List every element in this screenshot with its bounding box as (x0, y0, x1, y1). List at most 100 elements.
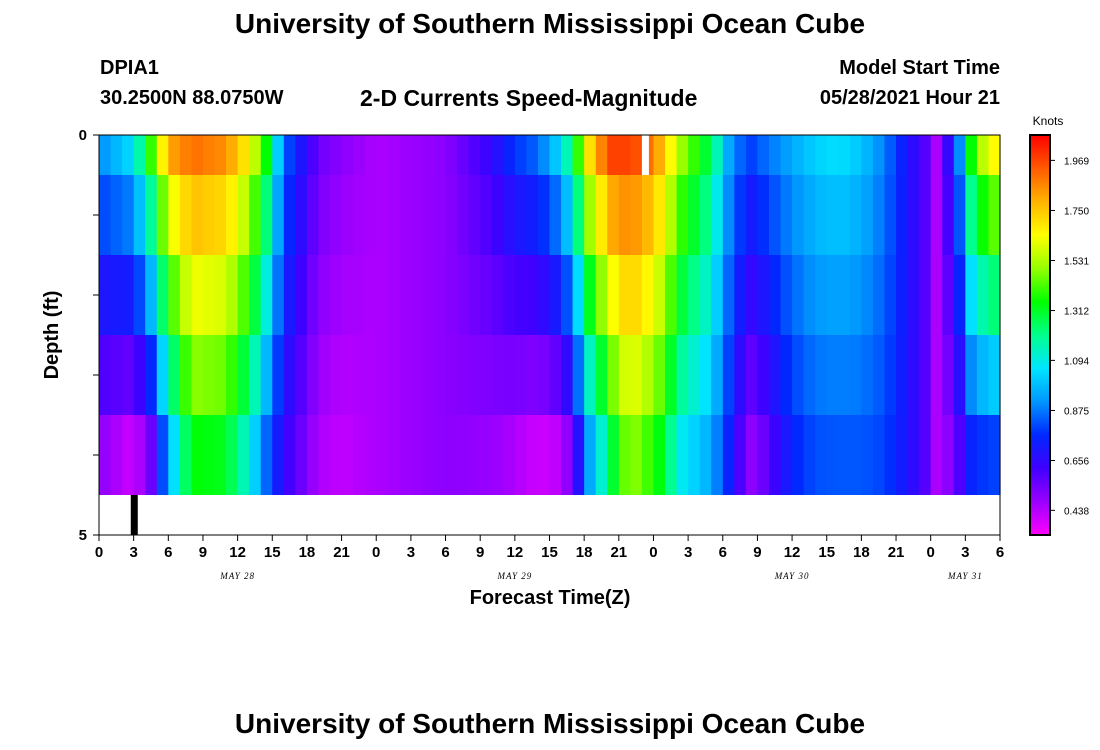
heatmap-cell (179, 135, 193, 175)
x-tick-label: 6 (164, 544, 172, 561)
x-tick-label: 18 (299, 544, 316, 561)
heatmap-cell (688, 335, 701, 415)
heatmap-cell (849, 415, 862, 495)
x-tick-label: 15 (818, 544, 835, 561)
heatmap-cell (283, 255, 296, 335)
heatmap-cell (145, 255, 158, 335)
heatmap-cell (803, 135, 816, 175)
heatmap-cell (110, 335, 123, 415)
heatmap-cell (618, 415, 631, 495)
x-tick-label: 21 (610, 544, 627, 561)
heatmap-cell (838, 335, 851, 415)
heatmap-cell (861, 255, 874, 335)
heatmap-cell (688, 175, 701, 255)
heatmap-cell (376, 175, 389, 255)
heatmap-cell (168, 135, 181, 175)
heatmap-cell (168, 415, 181, 495)
heatmap-cell (145, 175, 158, 255)
heatmap-cell (676, 255, 689, 335)
x-tick-label: 3 (684, 544, 692, 561)
heatmap-cell (226, 175, 239, 255)
heatmap-cell (399, 335, 412, 415)
heatmap-cell (768, 135, 782, 175)
heatmap-cell (318, 415, 331, 495)
heatmap-cell (780, 255, 793, 335)
heatmap-cell (295, 255, 308, 335)
heatmap-cell (965, 415, 978, 495)
heatmap-cell (433, 135, 447, 175)
heatmap-cell (896, 175, 909, 255)
heatmap-cell (699, 415, 712, 495)
heatmap-cell (110, 255, 123, 335)
x-tick-label: 21 (333, 544, 350, 561)
heatmap-cell (688, 415, 701, 495)
marker-bars (130, 135, 649, 535)
heatmap-cell (919, 255, 932, 335)
heatmap-cell (722, 255, 735, 335)
heatmap-cell (410, 335, 424, 415)
heatmap-cell (595, 335, 608, 415)
heatmap-cell (676, 335, 689, 415)
x-axis: 0 3 6 9 12 15 18 21 0 3 6 9 12 15 18 21 0 3 6 9 12 15 18 21 0 3 6 M… (95, 535, 1004, 581)
heatmap-cell (353, 135, 366, 175)
colorbar-gradient (1029, 134, 1051, 536)
heatmap-cell (699, 335, 712, 415)
heatmap-cell (976, 335, 990, 415)
heatmap-cell (861, 335, 874, 415)
heatmap-cell (953, 135, 966, 175)
heatmap-cell (168, 255, 181, 335)
heatmap-cell (838, 135, 851, 175)
heatmap-cell (433, 335, 447, 415)
heatmap-cell (884, 175, 897, 255)
heatmap-cell (561, 255, 574, 335)
heatmap-cell (387, 175, 400, 255)
heatmap-cell (815, 335, 828, 415)
heatmap-cell (491, 255, 504, 335)
heatmap-cell (526, 135, 539, 175)
x-tick-label: 15 (264, 544, 281, 561)
heatmap-cell (514, 175, 527, 255)
heatmap-cell (884, 135, 897, 175)
heatmap-cell (214, 175, 227, 255)
heatmap-cell (306, 335, 320, 415)
heatmap-cell (745, 135, 759, 175)
x-tick-label: 9 (753, 544, 761, 561)
x-tick-label: 0 (927, 544, 935, 561)
heatmap-cell (272, 135, 285, 175)
heatmap-cell (930, 175, 943, 255)
heatmap-cell (468, 255, 481, 335)
chart-subtitle: 2-D Currents Speed-Magnitude (360, 85, 698, 111)
heatmap-cell (491, 135, 504, 175)
heatmap-cell (260, 415, 273, 495)
heatmap-cell (295, 415, 308, 495)
heatmap-cell (734, 335, 747, 415)
heatmap-cell (145, 335, 158, 415)
heatmap-cell (422, 135, 435, 175)
heatmap-cell (226, 415, 239, 495)
heatmap-cell (353, 415, 366, 495)
heatmap-cell (376, 415, 389, 495)
heatmap-cell (422, 335, 435, 415)
heatmap-cell (387, 415, 400, 495)
heatmap-cell (295, 135, 308, 175)
heatmap-cell (884, 335, 897, 415)
y-axis-label: Depth (ft) (41, 291, 63, 380)
heatmap-cell (283, 135, 296, 175)
heatmap-cell (953, 335, 966, 415)
heatmap-cell (618, 175, 631, 255)
heatmap-cell (688, 135, 701, 175)
heatmap-cell (607, 415, 620, 495)
heatmap-cell (641, 255, 655, 335)
heatmap-cell (295, 335, 308, 415)
heatmap-cell (156, 175, 169, 255)
heatmap-cell (919, 135, 932, 175)
heatmap-cell (145, 135, 158, 175)
x-tick-label: 6 (719, 544, 727, 561)
heatmap-cell (815, 175, 828, 255)
heatmap-cell (353, 335, 366, 415)
heatmap-cell (179, 175, 193, 255)
x-tick-label: 9 (199, 544, 207, 561)
heatmap-cell (133, 135, 146, 175)
heatmap-cell (930, 335, 943, 415)
heatmap-cell (99, 255, 112, 335)
